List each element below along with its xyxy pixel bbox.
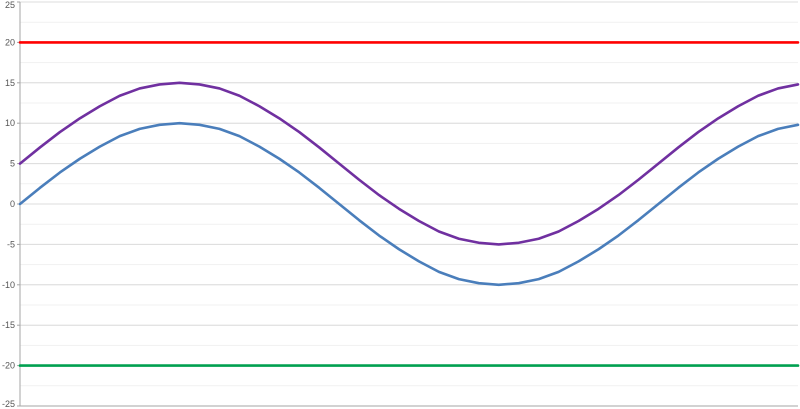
- y-tick-label: 10: [5, 118, 15, 128]
- offset-wave-line: [18, 81, 800, 246]
- y-tick-label: 0: [10, 199, 15, 209]
- y-tick-label: -5: [7, 239, 15, 249]
- y-axis-tick-labels: 25 20 15 10 5 0 -5 -10 -15 -20 -25: [2, 0, 15, 409]
- y-tick-label: -20: [2, 361, 15, 371]
- y-tick-label: 15: [5, 78, 15, 88]
- y-tick-label: -15: [2, 320, 15, 330]
- y-tick-label: -25: [2, 399, 15, 409]
- base-wave-line: [18, 121, 800, 287]
- chart-series: [18, 41, 800, 367]
- y-tick-label: -10: [2, 280, 15, 290]
- y-tick-label: 5: [10, 159, 15, 169]
- y-tick-label: 20: [5, 37, 15, 47]
- y-tick-label: 25: [5, 0, 15, 10]
- chart-grid: [20, 1, 798, 407]
